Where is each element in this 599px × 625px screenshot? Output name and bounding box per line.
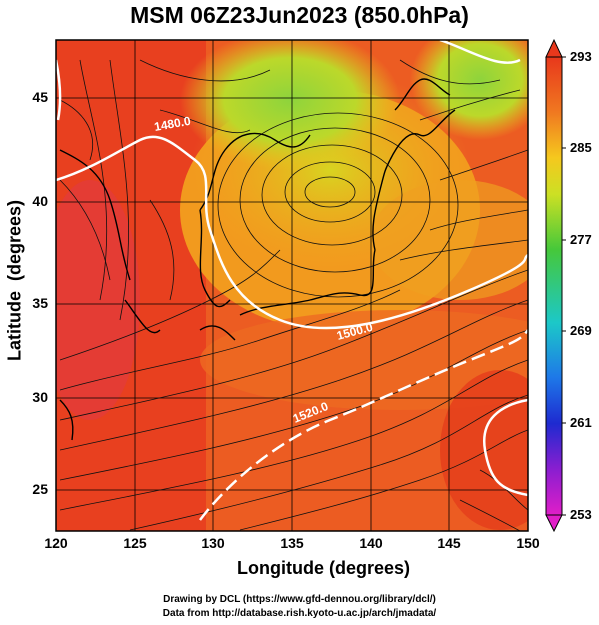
y-tick-30: 30 bbox=[32, 389, 48, 405]
colorbar-tick-293: 293 bbox=[570, 49, 592, 64]
plot-frame bbox=[55, 39, 529, 532]
colorbar-tick-269: 269 bbox=[570, 323, 592, 338]
y-axis-title: Latitude (degrees) bbox=[4, 199, 25, 362]
x-tick-130: 130 bbox=[201, 535, 225, 551]
wind-streamlines bbox=[59, 59, 528, 531]
map-title: MSM 06Z23Jun2023 (850.0hPa) bbox=[130, 2, 469, 28]
coastlines bbox=[59, 78, 456, 441]
credit-drawing: Drawing by DCL (https://www.gfd-dennou.o… bbox=[163, 594, 436, 605]
x-tick-135: 135 bbox=[280, 535, 304, 551]
colorbar-tick-285: 285 bbox=[570, 140, 592, 155]
graticule bbox=[56, 40, 528, 531]
credit-data: Data from http://database.rish.kyoto-u.a… bbox=[162, 608, 437, 619]
colorbar-tick-277: 277 bbox=[570, 232, 592, 247]
y-tick-35: 35 bbox=[32, 295, 48, 311]
x-tick-140: 140 bbox=[359, 535, 383, 551]
geopotential-contours bbox=[56, 40, 528, 521]
temperature-field bbox=[56, 40, 528, 531]
x-tick-120: 120 bbox=[44, 535, 68, 551]
colorbar-tick-253: 253 bbox=[570, 507, 592, 522]
x-tick-150: 150 bbox=[516, 535, 540, 551]
y-tick-25: 25 bbox=[32, 481, 48, 497]
x-tick-145: 145 bbox=[437, 535, 461, 551]
x-axis-title: Longitude (degrees) bbox=[236, 558, 410, 578]
colorbar bbox=[545, 38, 566, 533]
y-tick-45: 45 bbox=[32, 89, 48, 105]
x-tick-125: 125 bbox=[123, 535, 147, 551]
y-tick-40: 40 bbox=[32, 193, 48, 209]
contour-label-1480: 1480.0 bbox=[153, 114, 192, 134]
colorbar-tick-261: 261 bbox=[570, 415, 592, 430]
